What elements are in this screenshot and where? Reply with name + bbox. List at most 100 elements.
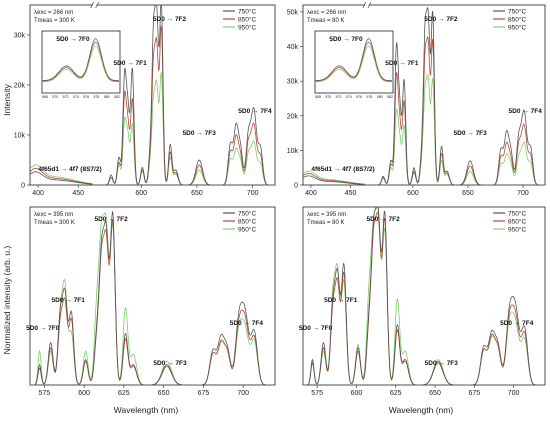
x-tick-label: 600 <box>351 390 363 397</box>
x-tick-label: 600 <box>407 190 419 197</box>
inset-x-tick-label: 574 <box>346 95 352 99</box>
inset-x-tick-label: 570 <box>52 95 58 99</box>
annotation-f2: 5D0 → 7F2 <box>424 16 458 23</box>
annotation-part: 7F3 <box>174 360 187 367</box>
series-line-750 <box>30 5 275 185</box>
y-tick-label: 40k <box>287 44 299 51</box>
axis-break-mark <box>362 1 367 9</box>
annotation-part: 7F0 <box>46 325 59 332</box>
legend-entry: 950°C <box>238 226 256 234</box>
x-tick-label: 575 <box>38 390 50 397</box>
annotation-part: 5D0 <box>183 130 195 137</box>
x-tick-label: 625 <box>390 390 402 397</box>
y-tick-label: 10k <box>14 133 26 140</box>
series-line-950 <box>30 71 275 185</box>
annotation-f3: 5D0 → 7F3 <box>183 130 217 137</box>
annotation-part: → <box>165 360 173 367</box>
panel-a: 400 450 600 650 700 0 10k 20k 30k λexc = 266 nm Tm… <box>14 1 276 197</box>
annotation-f2: 5D0 → 7F2 <box>95 216 129 223</box>
annotation-part: 7F4 <box>259 108 272 115</box>
x-tick-label: 700 <box>247 190 259 197</box>
annotation-f1: 5D0 → 7F1 <box>52 297 86 304</box>
inset-series-line <box>42 38 119 81</box>
annotation-part: 5D0 <box>385 60 397 67</box>
annotation-f4: 5D0 → 7F4 <box>230 320 264 327</box>
x-tick-label: 400 <box>32 190 44 197</box>
annotation-part: → <box>250 108 258 115</box>
series-line-750 <box>30 211 275 385</box>
measurement-info: λexc = 266 nm <box>34 10 73 16</box>
x-tick-label: 650 <box>158 390 170 397</box>
annotation-part: 4f7 <box>340 166 352 173</box>
inset-x-tick-label: 580 <box>104 95 110 99</box>
x-tick-label: 575 <box>311 390 323 397</box>
y-axis-label-bottom: Normalized intensity (arb. u.) <box>2 246 12 355</box>
inset: 5D0 → 7F0 568 570 572 574 576 578 580 582 <box>314 30 394 99</box>
inset-label: 5D0 → 7F0 <box>56 36 90 43</box>
inset-series-line <box>315 45 392 83</box>
annotation-part: 7F1 <box>406 60 419 67</box>
annotation-part: → <box>437 360 445 367</box>
annotation-part: 4f65d1 <box>311 166 332 173</box>
x-axis-label-right: Wavelength (nm) <box>389 405 454 415</box>
annotation-part: 7F1 <box>72 297 85 304</box>
x-tick-label: 650 <box>429 390 441 397</box>
inset-series-line <box>42 41 119 82</box>
x-tick-label: 600 <box>135 190 147 197</box>
y-tick-label: 30k <box>14 33 26 40</box>
axis-break-gap-top <box>92 2 97 8</box>
annotation-part: 5D0 <box>425 360 437 367</box>
annotation-part: 5D0 <box>324 297 336 304</box>
annotation-part: → <box>520 108 528 115</box>
inset: 5D0 → 7F0 568 570 572 574 576 578 580 582 <box>41 30 121 99</box>
x-tick-label: 650 <box>191 190 203 197</box>
annotation-part: 7F1 <box>344 297 357 304</box>
y-tick-label: 30k <box>287 79 299 86</box>
series-line-950 <box>303 74 545 185</box>
annotation-part: → <box>63 297 71 304</box>
legend-entry: 950°C <box>508 24 526 32</box>
plot-frame <box>29 206 276 386</box>
axis-break-mark <box>90 1 94 9</box>
axis-break-mark <box>367 1 372 9</box>
legend-entry: 850°C <box>508 218 526 226</box>
annotation-part: 5D0 <box>153 16 165 23</box>
annotation-part: 4f65d1 <box>38 166 59 173</box>
legend-entry: 850°C <box>238 218 256 226</box>
annotation-part: 7F3 <box>203 130 216 137</box>
annotation-f1: 5D0 → 7F1 <box>385 60 419 67</box>
annotation-part: 7F2 <box>115 216 128 223</box>
inset-frame <box>314 30 394 94</box>
annotation-part: 5D0 <box>56 36 68 43</box>
annotation-part: 7F3 <box>474 130 487 137</box>
x-tick-label: 600 <box>78 390 90 397</box>
legend-entry: 950°C <box>238 24 256 32</box>
inset-x-tick-label: 568 <box>315 95 321 99</box>
annotation-f2: 5D0 → 7F2 <box>367 216 401 223</box>
series-line-750 <box>303 207 545 385</box>
annotation-part: 5D0 <box>299 325 311 332</box>
annotation-part: → <box>195 130 203 137</box>
annotation-f0: 5D0 → 7F0 <box>26 325 60 332</box>
inset-x-tick-label: 578 <box>367 95 373 99</box>
annotation-part: (8S7/2) <box>79 166 102 173</box>
x-tick-label: 675 <box>468 390 480 397</box>
annotation-part: → <box>332 166 340 173</box>
measurement-info: λexc = 395 nm <box>34 212 73 218</box>
series-line-750 <box>303 6 545 185</box>
panel-c: 575 600 625 650 675 700 λexc = 395 nm Tmeas = 3… <box>26 206 276 397</box>
annotation-f0: 5D0 → 7F0 <box>299 325 333 332</box>
x-tick-label: 400 <box>305 190 317 197</box>
annotation-part: → <box>59 166 67 173</box>
x-tick-label: 675 <box>198 390 210 397</box>
annotation-part: 5D0 <box>329 36 341 43</box>
x-tick-label: 700 <box>517 190 529 197</box>
y-axis-label-top: Intensity <box>2 83 12 115</box>
legend-entry: 750°C <box>238 210 256 218</box>
plot-frame <box>29 4 276 186</box>
annotation-f1: 5D0 → 7F1 <box>324 297 358 304</box>
x-tick-label: 625 <box>118 390 130 397</box>
inset-x-tick-label: 582 <box>114 95 120 99</box>
measurement-info: Tmeas = 80 K <box>307 18 345 24</box>
measurement-info: Tmeas = 300 K <box>34 18 75 24</box>
